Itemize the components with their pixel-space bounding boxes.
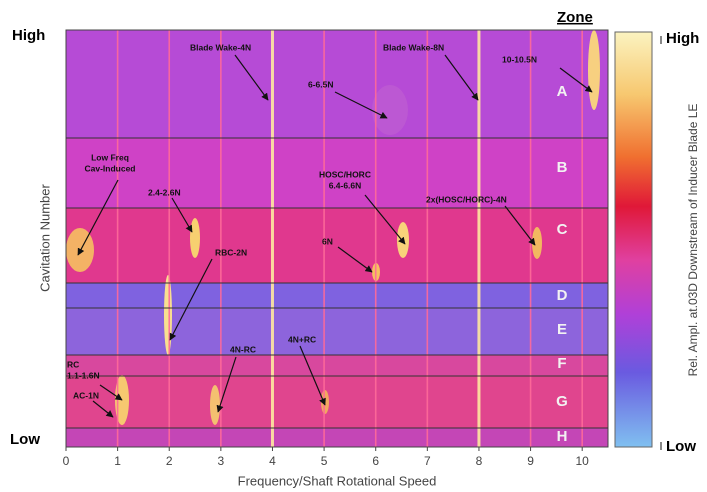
x-tick-label: 1 [114,454,121,468]
annotation: Blade Wake-4N [190,42,251,52]
x-tick-label: 7 [424,454,431,468]
x-tick-label: 3 [218,454,225,468]
annotation: 6N [322,236,333,246]
annotation: 6.4-6.6N [329,180,362,190]
zone-label: G [556,393,568,410]
zone-label: A [557,83,568,100]
x-tick-label: 5 [321,454,328,468]
x-tick-label: 0 [63,454,70,468]
zone-label: E [557,321,567,338]
annotation: RBC-2N [215,247,247,257]
annotation: 4N-RC [230,344,256,354]
y-low-label: Low [10,431,40,448]
zone-label: C [557,221,568,238]
zone-label: B [557,159,568,176]
x-tick-label: 4 [269,454,276,468]
annotation: AC-1N [73,390,99,400]
zone-title: Zone [557,9,593,26]
colorbar-label: Rel. Ampl. at.03D Downstream of Inducer … [686,104,700,377]
zone-label: F [557,355,566,372]
annotation: HOSC/HORC [319,169,371,179]
colorbar [615,32,652,447]
y-high-label: High [12,27,45,44]
x-tick-label: 2 [166,454,173,468]
zone-label: D [557,287,568,304]
colorbar-high: High [666,30,699,47]
annotation: Blade Wake-8N [383,42,444,52]
annotation: 6-6.5N [308,79,334,89]
colorbar-low: Low [666,438,696,455]
annotation: 10-10.5N [502,54,537,64]
y-axis-label: Cavitation Number [37,184,52,292]
x-tick-label: 9 [527,454,534,468]
annotation: 4N+RC [288,334,316,344]
annotation: 1.1-1.6N [67,370,100,380]
annotation: RC [67,359,79,369]
x-tick-label: 8 [476,454,483,468]
x-tick-label: 10 [576,454,590,468]
annotation: Low Freq [91,152,129,162]
x-tick-label: 6 [372,454,379,468]
annotation: Cav-Induced [84,163,135,173]
annotation: 2.4-2.6N [148,187,181,197]
x-axis-label: Frequency/Shaft Rotational Speed [238,473,437,488]
annotation: 2x(HOSC/HORC)-4N [426,194,507,204]
chart: High Low Rel. Ampl. at.03D Downstream of… [0,0,707,492]
zone-label: H [557,428,568,445]
